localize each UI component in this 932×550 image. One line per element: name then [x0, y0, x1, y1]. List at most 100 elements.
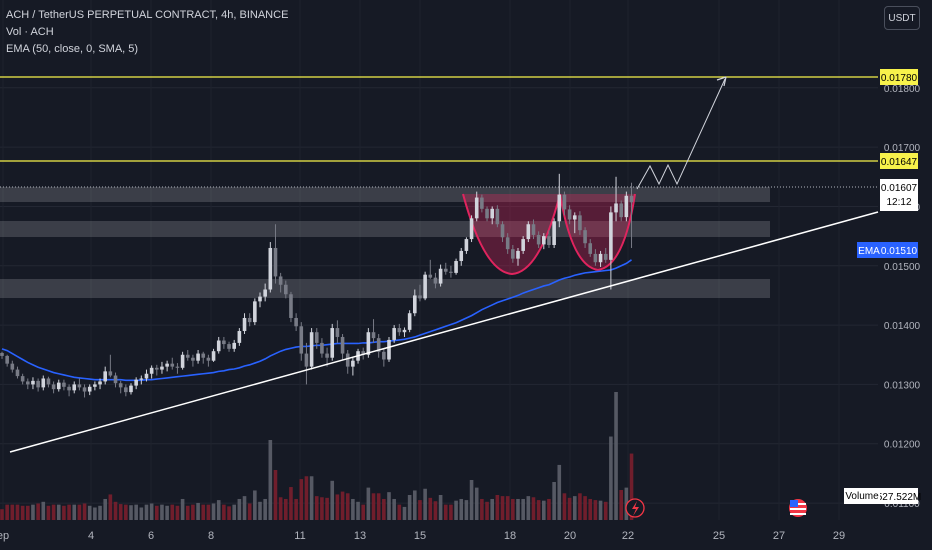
us-flag-icon[interactable]	[789, 499, 807, 517]
candle-body	[511, 249, 515, 259]
grid	[0, 87, 878, 504]
volume-bar	[480, 498, 484, 520]
volume-bar	[516, 498, 520, 520]
volume-bar	[500, 496, 505, 520]
ema-indicator-label[interactable]: EMA (50, close, 0, SMA, 5)	[6, 43, 139, 55]
candle	[77, 378, 82, 391]
candle	[598, 250, 603, 267]
candle	[258, 292, 262, 308]
candle	[93, 381, 97, 391]
candle-body	[443, 268, 448, 272]
candle	[351, 357, 355, 376]
currency-selector[interactable]: USDT	[884, 6, 920, 30]
candle-body	[376, 338, 381, 352]
volume-bar	[459, 498, 464, 520]
candle-body	[180, 354, 185, 368]
volume-bar	[41, 501, 46, 520]
resistance-zone	[0, 187, 770, 202]
volume-bar	[129, 505, 133, 520]
volume-bar	[511, 498, 515, 520]
support-zone	[0, 279, 770, 298]
candle-body	[629, 195, 634, 203]
candle	[26, 378, 30, 390]
volume-bar	[87, 505, 92, 520]
chart-title[interactable]: ACH / TetherUS PERPETUAL CONTRACT, 4h, B…	[6, 9, 289, 21]
x-tick-label: 13	[354, 530, 366, 542]
volume-bar	[232, 504, 236, 520]
volume-bar	[376, 493, 381, 520]
ascending-trendline[interactable]	[9, 211, 879, 453]
candle	[402, 327, 407, 337]
candle	[191, 354, 195, 367]
candle-body	[201, 353, 206, 358]
candle	[294, 313, 298, 332]
volume-bar	[118, 504, 123, 520]
candle-body	[98, 381, 102, 385]
candle	[588, 239, 593, 257]
volume-bar	[289, 487, 293, 520]
candle-body	[82, 387, 87, 392]
price-axis[interactable]: 0.018000.017000.016000.015000.014000.013…	[884, 84, 921, 510]
candle	[480, 194, 484, 213]
candle-body	[330, 328, 335, 358]
candle	[572, 212, 577, 234]
middle-zone	[0, 221, 770, 237]
x-tick-label: 27	[773, 530, 785, 542]
volume-bar	[335, 494, 340, 520]
candle	[397, 323, 402, 336]
candle-body	[485, 208, 489, 219]
volume-indicator-label[interactable]: Vol · ACH	[6, 26, 54, 38]
volume-bar	[392, 498, 396, 520]
volume-bar	[330, 480, 335, 520]
candle-body	[160, 366, 164, 370]
drawings	[0, 76, 879, 453]
candle-body	[273, 247, 278, 277]
candle	[454, 258, 458, 275]
y-tick-label: 0.01200	[884, 440, 921, 451]
candle-body	[449, 271, 453, 273]
candle	[253, 298, 257, 326]
candle	[469, 215, 474, 243]
candle	[62, 379, 66, 391]
candle	[222, 336, 226, 349]
candle	[335, 320, 340, 343]
candle-body	[469, 218, 474, 240]
candle	[144, 369, 149, 382]
candle-body	[495, 208, 500, 225]
time-axis[interactable]: ep 4 6 8 11 13 15 18 20 22 25 27 29	[0, 530, 845, 542]
volume-bar	[206, 504, 211, 520]
volume-bar	[464, 500, 469, 520]
candle-body	[103, 371, 107, 382]
volume-bar	[247, 503, 252, 520]
candle	[180, 351, 185, 370]
candle	[299, 322, 304, 361]
volume-bar	[124, 504, 128, 520]
x-tick-label: 29	[833, 530, 845, 542]
volume-bar	[98, 505, 102, 520]
candle	[459, 247, 464, 266]
volume-bar	[175, 505, 180, 520]
candle	[15, 366, 20, 379]
candle-body	[552, 221, 556, 246]
candle	[413, 289, 417, 317]
candle-body	[134, 379, 138, 386]
candle-body	[237, 331, 242, 343]
candle-body	[603, 253, 608, 260]
candle	[129, 383, 133, 395]
candle-body	[505, 237, 510, 250]
candle	[41, 375, 46, 391]
volume-bar	[614, 392, 618, 520]
candle-body	[118, 383, 123, 388]
candle-body	[413, 295, 417, 314]
candle-body	[402, 329, 407, 333]
candle	[273, 224, 278, 284]
lightning-icon[interactable]	[625, 498, 645, 518]
candle	[562, 191, 567, 216]
volume-bar	[72, 504, 77, 520]
candle-body	[268, 247, 273, 290]
x-tick-label: 8	[208, 530, 214, 542]
volume-bar	[387, 492, 391, 520]
candle-body	[562, 194, 567, 210]
volume-bar	[46, 505, 51, 520]
